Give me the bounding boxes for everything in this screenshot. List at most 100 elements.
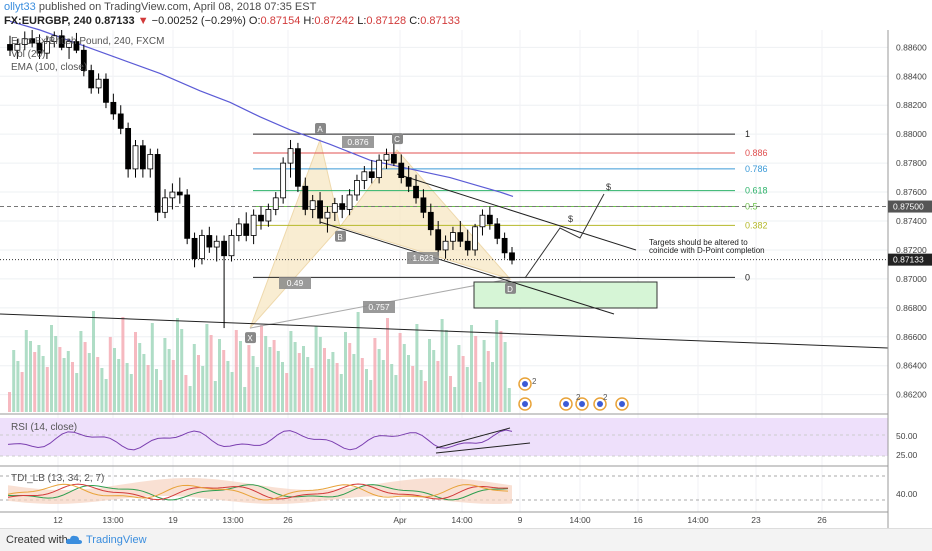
volume-bar — [24, 330, 28, 412]
ema-path — [9, 20, 514, 197]
upper-channel — [396, 173, 637, 251]
time-tick-label: 14:00 — [687, 515, 709, 525]
volume-bar — [318, 337, 322, 412]
legend-tdi[interactable]: TDI_LB (13, 34, 2, 7) — [11, 473, 105, 484]
fib-label: 0.382 — [745, 220, 768, 230]
volume-bar — [213, 381, 217, 412]
open-label: O: — [248, 15, 261, 27]
volume-bar — [222, 350, 226, 412]
volume-bar — [478, 382, 482, 412]
volume-bar — [117, 359, 121, 412]
volume-bar — [356, 312, 360, 412]
time-tick-label: 14:00 — [451, 515, 473, 525]
legend-instrument[interactable]: Euro Fx/British Pound, 240, FXCM — [11, 36, 165, 47]
price-tick-label: 0.87400 — [896, 216, 927, 226]
candle-body — [339, 203, 346, 210]
candle-body — [317, 200, 323, 219]
time-tick-label: 13:00 — [222, 515, 244, 525]
volume-bar — [436, 361, 440, 412]
target-box — [473, 281, 658, 309]
volume-bar — [66, 351, 70, 412]
rsi-line — [7, 429, 513, 451]
volume-bar — [209, 335, 213, 412]
candle-body — [457, 232, 464, 242]
ratio-badge — [363, 301, 395, 313]
candle-body — [486, 214, 493, 225]
candle-body — [184, 194, 191, 239]
volume-bar — [260, 325, 263, 412]
ratio-label: 0.757 — [368, 302, 390, 312]
volume-bar — [188, 386, 192, 412]
legend-ema[interactable]: EMA (100, close) — [11, 62, 88, 73]
pattern-point-label: C — [394, 135, 400, 144]
volume-bar — [108, 337, 112, 412]
volume-bar — [234, 330, 238, 412]
volume-bar — [331, 352, 335, 412]
tdi-band — [8, 478, 512, 504]
volume-bar — [285, 373, 289, 412]
volume-bar — [377, 349, 381, 412]
candle-body — [228, 235, 235, 257]
candle-body — [162, 197, 168, 213]
tradingview-link[interactable]: TradingView — [86, 534, 147, 546]
flag-count: 2 — [576, 393, 581, 402]
time-tick-label: 14:00 — [569, 515, 591, 525]
candle-body — [376, 159, 383, 178]
volume-bar — [12, 350, 16, 412]
candle-body — [169, 191, 176, 199]
candle-body — [331, 203, 338, 213]
note-line-2: coincide with D-Point completion — [649, 246, 765, 255]
candle-body — [280, 162, 287, 199]
volume-bar — [192, 344, 196, 412]
time-axis[interactable]: 12 13:00 19 13:00 26 Apr 14:00 9 14:00 16 14:00 23 2… — [0, 511, 888, 525]
high-label: H: — [303, 15, 315, 27]
projection-path — [524, 193, 605, 279]
volume-bar — [264, 336, 268, 412]
volume-bar — [297, 353, 301, 412]
candle-body — [14, 44, 21, 51]
price-axis[interactable]: 0.88600 0.88400 0.88200 0.88000 0.87800 0.876… — [887, 0, 932, 528]
legend-volume[interactable]: Vol (20) — [11, 49, 46, 60]
volume-bar — [293, 342, 297, 412]
candle-body — [176, 191, 183, 196]
volume-bar — [491, 362, 494, 412]
volume-bar — [41, 356, 45, 412]
volume-bar — [419, 370, 423, 412]
rsi-tick: 50.00 — [896, 431, 918, 441]
volume-bar — [134, 332, 137, 412]
volume-bar — [398, 333, 402, 412]
volume-bar — [486, 351, 490, 412]
published-text: published on TradingView.com, April 08, … — [38, 1, 317, 13]
author-link[interactable]: ollyt33 — [4, 1, 36, 13]
volume-bar — [71, 362, 74, 412]
event-flag-dot — [579, 401, 585, 407]
pattern-point-badge — [505, 282, 516, 294]
candle-body — [66, 41, 72, 48]
time-tick-label: 19 — [168, 515, 178, 525]
candle-body — [95, 78, 102, 89]
legend-rsi[interactable]: RSI (14, close) — [11, 422, 78, 433]
volume-bar — [230, 372, 234, 412]
volume-bar — [251, 356, 255, 412]
volume-bar — [457, 345, 461, 412]
candle-body — [272, 197, 279, 210]
candle-body — [287, 148, 294, 164]
candle-body — [265, 209, 272, 222]
price-tick-label: 0.87800 — [896, 158, 927, 168]
volume-bar — [268, 347, 272, 412]
candle-body — [258, 214, 264, 222]
price-tick-label: 0.88400 — [896, 71, 927, 81]
low-label: L: — [357, 15, 367, 27]
candle-body — [324, 211, 331, 219]
volume-bar — [247, 345, 251, 412]
candle-body — [221, 240, 227, 257]
volume-bar — [470, 325, 473, 412]
current-price-badge — [888, 253, 932, 266]
time-tick-label: 23 — [751, 515, 761, 525]
fib-label: 0.618 — [745, 186, 768, 196]
volume-bar — [20, 372, 24, 412]
candle-body — [235, 223, 242, 236]
volume-bar — [171, 360, 175, 412]
